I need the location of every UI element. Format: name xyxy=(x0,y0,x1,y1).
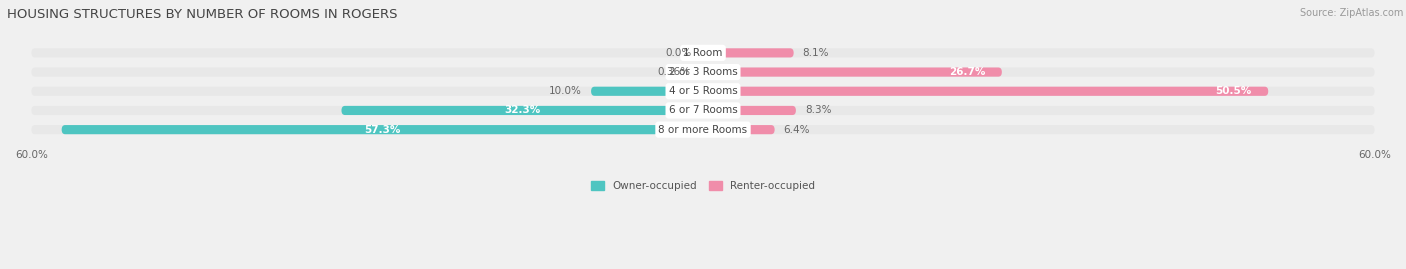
FancyBboxPatch shape xyxy=(591,87,703,96)
FancyBboxPatch shape xyxy=(31,68,1375,77)
FancyBboxPatch shape xyxy=(62,125,703,134)
FancyBboxPatch shape xyxy=(31,125,1375,134)
Text: 8.1%: 8.1% xyxy=(803,48,830,58)
Text: 6 or 7 Rooms: 6 or 7 Rooms xyxy=(669,105,737,115)
Text: 8 or more Rooms: 8 or more Rooms xyxy=(658,125,748,135)
Text: 0.36%: 0.36% xyxy=(657,67,690,77)
FancyBboxPatch shape xyxy=(342,106,703,115)
FancyBboxPatch shape xyxy=(703,106,796,115)
Text: 4 or 5 Rooms: 4 or 5 Rooms xyxy=(669,86,737,96)
Text: 26.7%: 26.7% xyxy=(949,67,986,77)
Legend: Owner-occupied, Renter-occupied: Owner-occupied, Renter-occupied xyxy=(586,177,820,195)
Text: 57.3%: 57.3% xyxy=(364,125,401,135)
FancyBboxPatch shape xyxy=(699,68,703,77)
Text: 1 Room: 1 Room xyxy=(683,48,723,58)
Text: 10.0%: 10.0% xyxy=(550,86,582,96)
Text: 8.3%: 8.3% xyxy=(804,105,831,115)
Text: 2 or 3 Rooms: 2 or 3 Rooms xyxy=(669,67,737,77)
Text: 50.5%: 50.5% xyxy=(1215,86,1251,96)
FancyBboxPatch shape xyxy=(703,48,793,58)
Text: 0.0%: 0.0% xyxy=(665,48,692,58)
Text: HOUSING STRUCTURES BY NUMBER OF ROOMS IN ROGERS: HOUSING STRUCTURES BY NUMBER OF ROOMS IN… xyxy=(7,8,398,21)
FancyBboxPatch shape xyxy=(703,68,1002,77)
FancyBboxPatch shape xyxy=(31,87,1375,96)
Text: 6.4%: 6.4% xyxy=(783,125,810,135)
FancyBboxPatch shape xyxy=(703,125,775,134)
FancyBboxPatch shape xyxy=(31,106,1375,115)
FancyBboxPatch shape xyxy=(703,87,1268,96)
FancyBboxPatch shape xyxy=(31,48,1375,58)
Text: Source: ZipAtlas.com: Source: ZipAtlas.com xyxy=(1299,8,1403,18)
Text: 32.3%: 32.3% xyxy=(505,105,540,115)
